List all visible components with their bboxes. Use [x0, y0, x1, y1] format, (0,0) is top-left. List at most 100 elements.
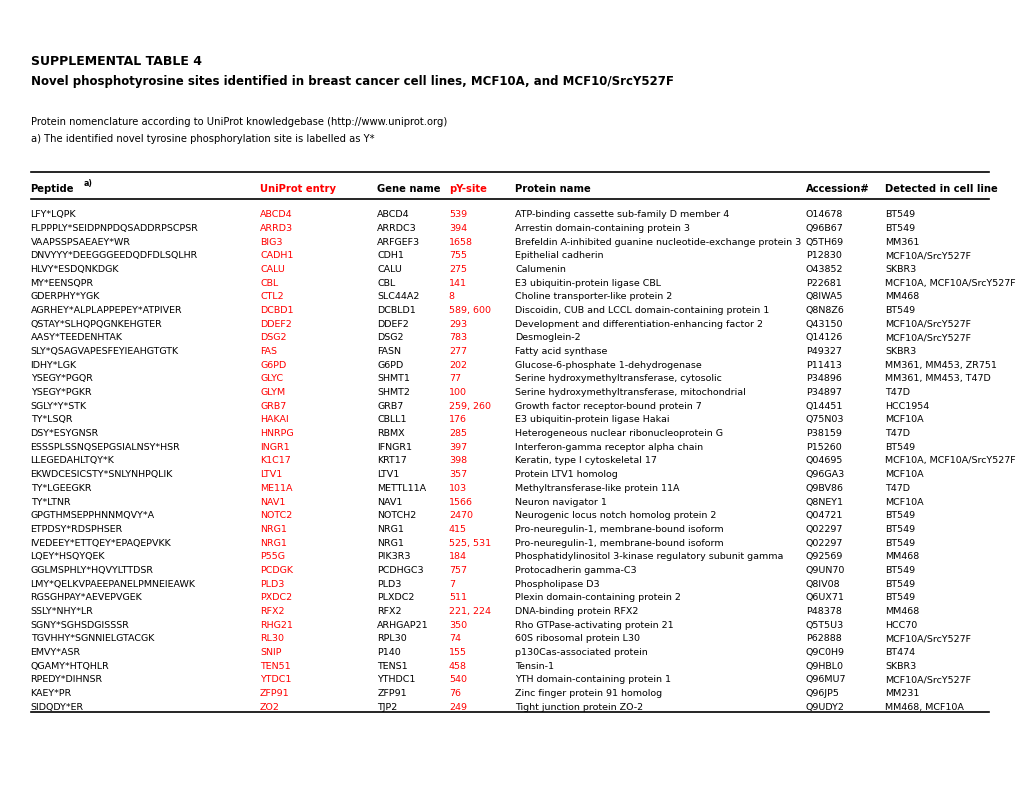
Text: T47D: T47D	[884, 388, 910, 397]
Text: Choline transporter-like protein 2: Choline transporter-like protein 2	[515, 292, 672, 302]
Text: NRG1: NRG1	[260, 525, 286, 533]
Text: ZFP91: ZFP91	[377, 689, 407, 698]
Text: 293: 293	[448, 320, 467, 329]
Text: 458: 458	[448, 662, 467, 671]
Text: Plexin domain-containing protein 2: Plexin domain-containing protein 2	[515, 593, 681, 602]
Text: P62888: P62888	[805, 634, 841, 643]
Text: SGLY*Y*STK: SGLY*Y*STK	[31, 402, 87, 411]
Text: ZFP91: ZFP91	[260, 689, 289, 698]
Text: DNVYYY*DEEGGGEEDQDFDLSQLHR: DNVYYY*DEEGGGEEDQDFDLSQLHR	[31, 251, 198, 260]
Text: NAV1: NAV1	[260, 497, 285, 507]
Text: ESSSPLSSNQSEPGSIALNSY*HSR: ESSSPLSSNQSEPGSIALNSY*HSR	[31, 443, 180, 452]
Text: Protein name: Protein name	[515, 184, 590, 194]
Text: LLEGEDAHLTQY*K: LLEGEDAHLTQY*K	[31, 456, 114, 466]
Text: 277: 277	[448, 347, 467, 356]
Text: pY-site: pY-site	[448, 184, 486, 194]
Text: 221, 224: 221, 224	[448, 607, 490, 616]
Text: Q96MU7: Q96MU7	[805, 675, 846, 684]
Text: 249: 249	[448, 703, 467, 712]
Text: RBMX: RBMX	[377, 429, 405, 438]
Text: G6PD: G6PD	[377, 361, 404, 370]
Text: GLYM: GLYM	[260, 388, 285, 397]
Text: 1658: 1658	[448, 238, 473, 247]
Text: NOTC2: NOTC2	[260, 511, 292, 520]
Text: Arrestin domain-containing protein 3: Arrestin domain-containing protein 3	[515, 224, 690, 233]
Text: NOTCH2: NOTCH2	[377, 511, 416, 520]
Text: TY*LGEEGKR: TY*LGEEGKR	[31, 484, 91, 492]
Text: Rho GTPase-activating protein 21: Rho GTPase-activating protein 21	[515, 621, 674, 630]
Text: TEN51: TEN51	[260, 662, 290, 671]
Text: PLXDC2: PLXDC2	[377, 593, 415, 602]
Text: SHMT2: SHMT2	[377, 388, 410, 397]
Text: ZO2: ZO2	[260, 703, 279, 712]
Text: MM468: MM468	[884, 607, 919, 616]
Text: 415: 415	[448, 525, 467, 533]
Text: YTDC1: YTDC1	[260, 675, 291, 684]
Text: T47D: T47D	[884, 484, 910, 492]
Text: LFY*LQPK: LFY*LQPK	[31, 210, 76, 219]
Text: Pro-neuregulin-1, membrane-bound isoform: Pro-neuregulin-1, membrane-bound isoform	[515, 538, 723, 548]
Text: 394: 394	[448, 224, 467, 233]
Text: SNIP: SNIP	[260, 648, 281, 657]
Text: IDHY*LGK: IDHY*LGK	[31, 361, 76, 370]
Text: Zinc finger protein 91 homolog: Zinc finger protein 91 homolog	[515, 689, 661, 698]
Text: Q02297: Q02297	[805, 525, 843, 533]
Text: MCF10A/SrcY527F: MCF10A/SrcY527F	[884, 634, 970, 643]
Text: PIK3R3: PIK3R3	[377, 552, 411, 561]
Text: IVEDEEY*ETTQEY*EPAQEPVKK: IVEDEEY*ETTQEY*EPAQEPVKK	[31, 538, 171, 548]
Text: MCF10A/SrcY527F: MCF10A/SrcY527F	[884, 251, 970, 260]
Text: G6PD: G6PD	[260, 361, 286, 370]
Text: P15260: P15260	[805, 443, 841, 452]
Text: MCF10A: MCF10A	[884, 415, 923, 425]
Text: MCF10A: MCF10A	[884, 470, 923, 479]
Text: Protocadherin gamma-C3: Protocadherin gamma-C3	[515, 566, 636, 575]
Text: K1C17: K1C17	[260, 456, 290, 466]
Text: 60S ribosomal protein L30: 60S ribosomal protein L30	[515, 634, 640, 643]
Text: P38159: P38159	[805, 429, 841, 438]
Text: Q96JP5: Q96JP5	[805, 689, 839, 698]
Text: 259, 260: 259, 260	[448, 402, 490, 411]
Text: CDH1: CDH1	[377, 251, 404, 260]
Text: BT549: BT549	[884, 443, 915, 452]
Text: Q04695: Q04695	[805, 456, 843, 466]
Text: Epithelial cadherin: Epithelial cadherin	[515, 251, 603, 260]
Text: MM468: MM468	[884, 552, 919, 561]
Text: TJP2: TJP2	[377, 703, 397, 712]
Text: PCDHGC3: PCDHGC3	[377, 566, 424, 575]
Text: MM361: MM361	[884, 238, 919, 247]
Text: 202: 202	[448, 361, 467, 370]
Text: YSEGY*PGKR: YSEGY*PGKR	[31, 388, 91, 397]
Text: 74: 74	[448, 634, 461, 643]
Text: SIDQDY*ER: SIDQDY*ER	[31, 703, 84, 712]
Text: BT549: BT549	[884, 224, 915, 233]
Text: NRG1: NRG1	[377, 525, 404, 533]
Text: Q9UN70: Q9UN70	[805, 566, 845, 575]
Text: p130Cas-associated protein: p130Cas-associated protein	[515, 648, 647, 657]
Text: a) The identified novel tyrosine phosphorylation site is labelled as Y*: a) The identified novel tyrosine phospho…	[31, 134, 374, 144]
Text: GPGTHMSEPPHNNMQVY*A: GPGTHMSEPPHNNMQVY*A	[31, 511, 155, 520]
Text: Tight junction protein ZO-2: Tight junction protein ZO-2	[515, 703, 643, 712]
Text: BT549: BT549	[884, 511, 915, 520]
Text: 525, 531: 525, 531	[448, 538, 490, 548]
Text: P22681: P22681	[805, 279, 841, 288]
Text: Brefeldin A-inhibited guanine nucleotide-exchange protein 3: Brefeldin A-inhibited guanine nucleotide…	[515, 238, 801, 247]
Text: EKWDCESICSTY*SNLYNHPQLIK: EKWDCESICSTY*SNLYNHPQLIK	[31, 470, 173, 479]
Text: ARFGEF3: ARFGEF3	[377, 238, 420, 247]
Text: 511: 511	[448, 593, 467, 602]
Text: 539: 539	[448, 210, 467, 219]
Text: CBL: CBL	[260, 279, 278, 288]
Text: 100: 100	[448, 388, 467, 397]
Text: RPEDY*DIHNSR: RPEDY*DIHNSR	[31, 675, 103, 684]
Text: Q9BV86: Q9BV86	[805, 484, 843, 492]
Text: T47D: T47D	[884, 429, 910, 438]
Text: ABCD4: ABCD4	[377, 210, 410, 219]
Text: YSEGY*PGQR: YSEGY*PGQR	[31, 374, 93, 384]
Text: LTV1: LTV1	[377, 470, 399, 479]
Text: QSTAY*SLHQPQGNKEHGTER: QSTAY*SLHQPQGNKEHGTER	[31, 320, 162, 329]
Text: Q8NEY1: Q8NEY1	[805, 497, 843, 507]
Text: Tensin-1: Tensin-1	[515, 662, 553, 671]
Text: 285: 285	[448, 429, 467, 438]
Text: 755: 755	[448, 251, 467, 260]
Text: RPL30: RPL30	[377, 634, 407, 643]
Text: QGAMY*HTQHLR: QGAMY*HTQHLR	[31, 662, 109, 671]
